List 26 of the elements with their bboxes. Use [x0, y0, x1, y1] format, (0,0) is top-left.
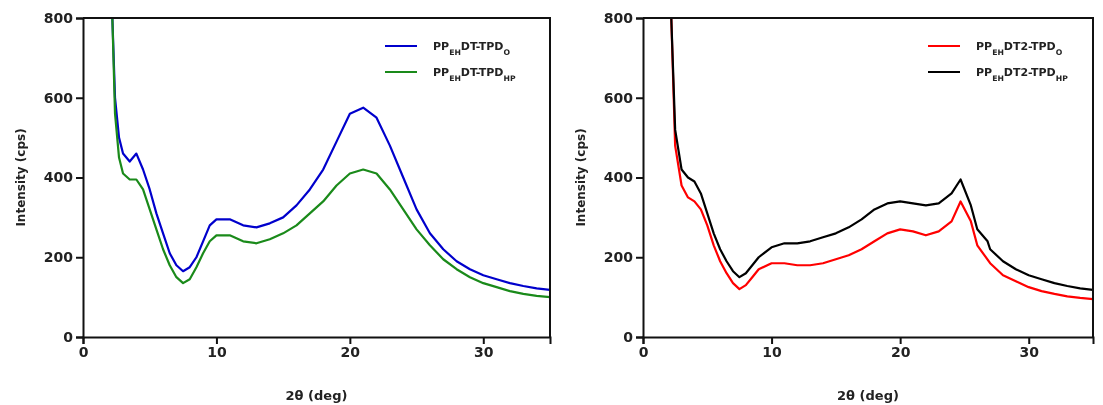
- y-axis-title: Intensity (cps): [574, 128, 588, 227]
- x-tick-label: 20: [340, 343, 361, 360]
- y-tick-label: 200: [43, 249, 74, 266]
- y-tick-label: 0: [63, 328, 74, 345]
- y-tick-label: 800: [603, 9, 634, 26]
- x-tick-label: 10: [762, 343, 783, 360]
- y-tick-label: 0: [623, 328, 634, 345]
- x-tick-label: 20: [890, 343, 911, 360]
- legend-label: PP$_{EH}$DT2-TPD$_{HP}$: [976, 66, 1069, 83]
- y-tick-label: 600: [603, 89, 634, 106]
- x-axis-title: 2θ (deg): [837, 388, 899, 403]
- legend-label: PP$_{EH}$DT-TPD$_{O}$: [433, 40, 511, 57]
- x-tick-label: 30: [474, 343, 494, 360]
- y-tick-label: 800: [43, 9, 74, 26]
- x-tick-label: 0: [78, 343, 89, 360]
- x-tick-label: 0: [638, 343, 649, 360]
- x-axis-title: 2θ (deg): [285, 388, 348, 403]
- y-axis-title: Intensity (cps): [14, 128, 28, 227]
- y-tick-label: 400: [603, 169, 634, 186]
- y-tick-label: 200: [603, 249, 634, 266]
- legend-label: PP$_{EH}$DT-TPD$_{HP}$: [433, 66, 516, 83]
- x-tick-label: 30: [1019, 343, 1040, 360]
- y-tick-label: 400: [43, 169, 74, 186]
- x-tick-label: 10: [207, 343, 227, 360]
- legend-label: PP$_{EH}$DT2-TPD$_{O}$: [976, 40, 1063, 57]
- y-tick-label: 600: [43, 89, 74, 106]
